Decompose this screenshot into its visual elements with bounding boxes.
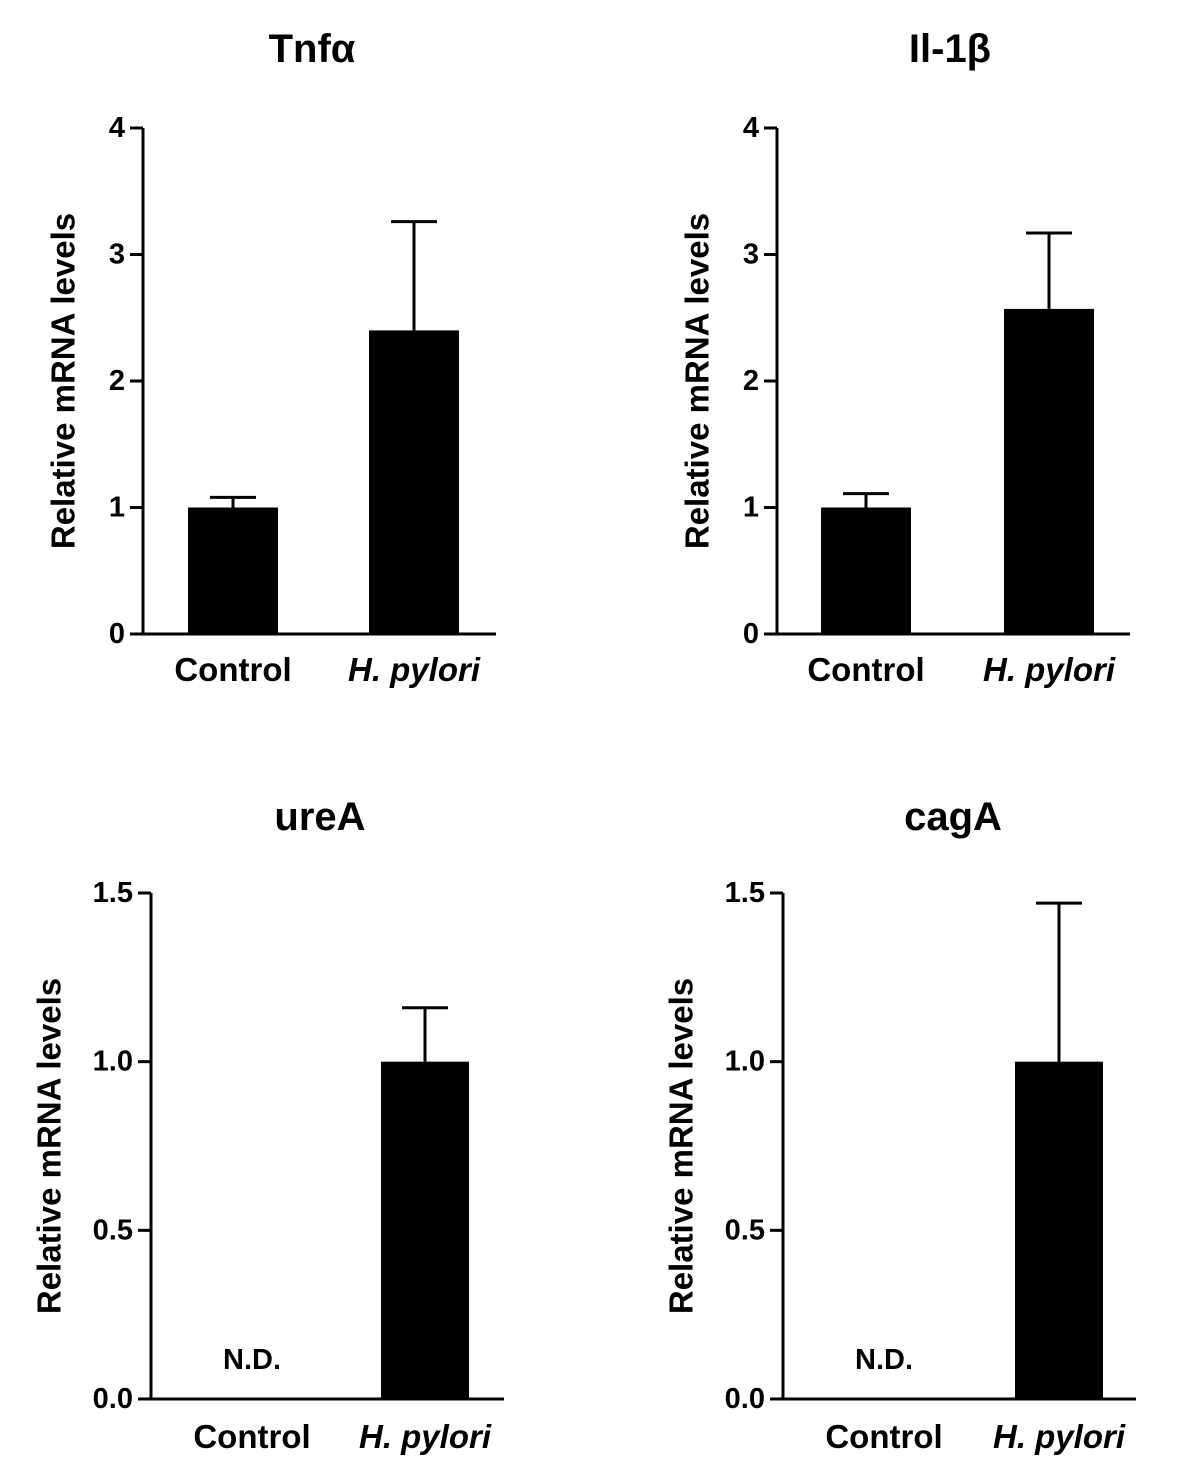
category-label: Control [174,651,291,688]
chart-panel-4: cagA Relative mRNA levels 0.0 0.5 1.0 1.5 N.D.… [663,795,1136,1455]
category-label: H. pylori [348,651,481,688]
y-tick-label: 0.5 [725,1214,765,1246]
not-detected-label: N.D. [855,1344,913,1376]
category-label: Control [193,1418,310,1455]
y-tick-label: 1.0 [93,1046,133,1078]
y-tick-label: 4 [109,112,125,144]
chart-title: Il-1β [909,27,991,71]
chart-title: cagA [904,795,1002,839]
y-tick-label: 3 [109,239,125,271]
y-tick-label: 1.0 [725,1046,765,1078]
y-tick-label: 1.5 [725,877,765,909]
category-label: Control [807,651,924,688]
chart-title: ureA [274,795,365,839]
not-detected-label: N.D. [223,1344,281,1376]
bar-h-pylori [1015,1061,1103,1399]
y-tick-label: 1.5 [93,877,133,909]
category-label: H. pylori [993,1418,1126,1455]
y-tick-label: 0.0 [725,1383,765,1415]
y-tick-label: 0 [109,618,125,650]
bar-control [188,507,278,634]
y-tick-label: 4 [743,112,759,144]
y-axis-label: Relative mRNA levels [31,978,68,1314]
bar-control [821,507,911,634]
bar-h-pylori [369,330,459,634]
y-tick-label: 2 [743,365,759,397]
chart-panel-2: Il-1β Relative mRNA levels 0 1 2 3 4 Control H. … [679,27,1130,688]
chart-panel-1: Tnfα Relative mRNA levels 0 1 2 3 4 Control H. p… [45,27,496,688]
bar-h-pylori [1004,308,1094,634]
y-axis-label: Relative mRNA levels [679,213,716,549]
category-label: Control [825,1418,942,1455]
chart-title: Tnfα [269,27,356,71]
category-label: H. pylori [983,651,1116,688]
bar-h-pylori [381,1061,469,1399]
y-tick-label: 0 [743,618,759,650]
y-axis-label: Relative mRNA levels [45,213,82,549]
y-tick-label: 1 [743,492,759,524]
y-tick-label: 1 [109,492,125,524]
y-tick-label: 3 [743,239,759,271]
category-label: H. pylori [359,1418,492,1455]
y-tick-label: 0.5 [93,1214,133,1246]
chart-panel-3: ureA Relative mRNA levels 0.0 0.5 1.0 1.5 N.D.… [31,795,504,1455]
y-axis-label: Relative mRNA levels [663,978,700,1314]
y-tick-label: 0.0 [93,1383,133,1415]
y-tick-label: 2 [109,365,125,397]
